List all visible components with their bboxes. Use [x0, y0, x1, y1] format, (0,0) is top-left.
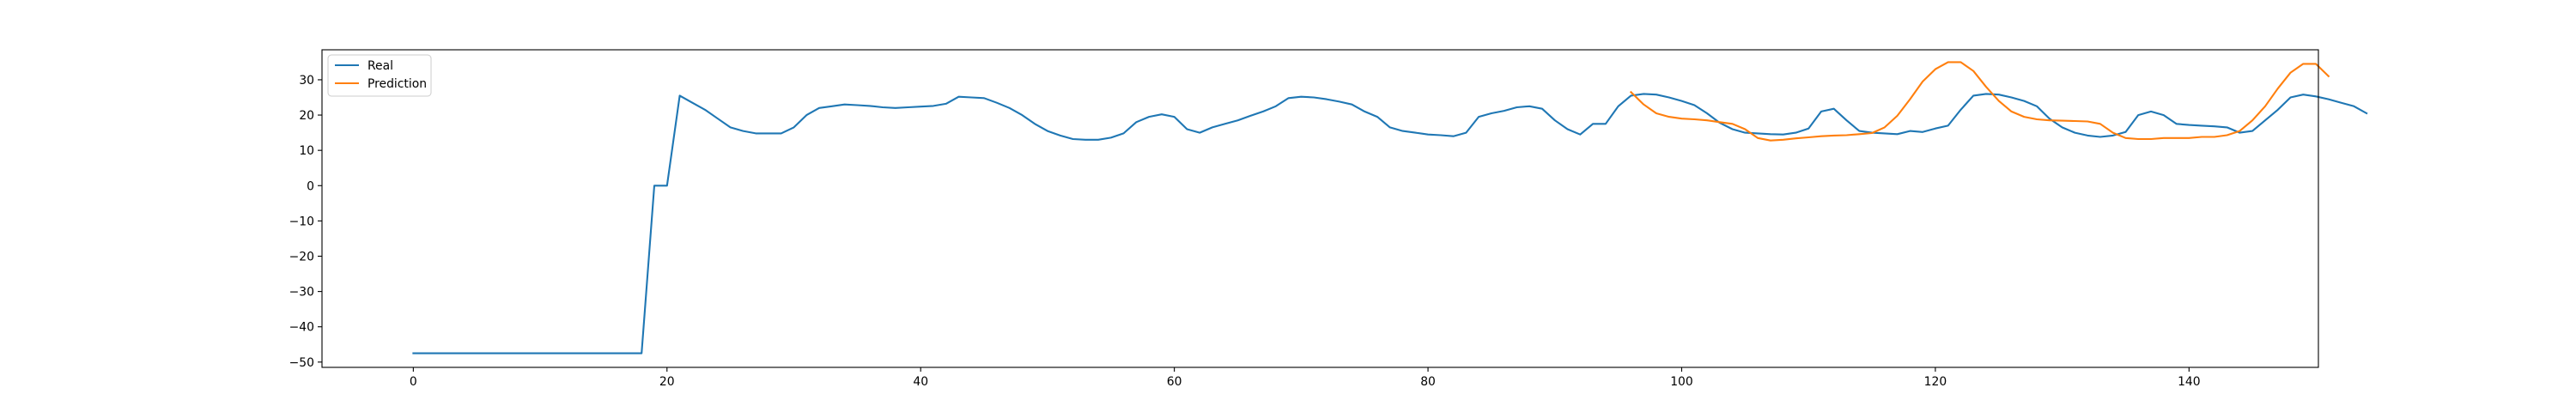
x-tick-label: 140 — [2178, 375, 2201, 389]
y-tick-label: −20 — [289, 251, 314, 264]
y-tick-label: 20 — [299, 109, 314, 123]
y-tick-label: −30 — [289, 286, 314, 300]
y-tick-label: 10 — [299, 144, 314, 158]
x-tick-label: 120 — [1924, 375, 1947, 389]
series-line-prediction — [1629, 61, 2330, 142]
x-tick-label: 20 — [659, 375, 675, 389]
x-tick-label: 40 — [913, 375, 928, 389]
x-tick-label: 60 — [1167, 375, 1182, 389]
y-tick-label: −50 — [289, 356, 314, 370]
axes-frame — [321, 49, 2319, 368]
y-axis: −50 −40 −30 −20 −10 0 10 20 30 — [289, 74, 322, 370]
legend-label-prediction: Prediction — [368, 77, 427, 91]
y-tick-label: 30 — [299, 74, 314, 88]
y-tick-label: −40 — [289, 321, 314, 335]
plot-area — [321, 49, 2368, 368]
x-tick-label: 80 — [1420, 375, 1436, 389]
legend-label-real: Real — [368, 59, 393, 73]
x-axis: 0 20 40 60 80 100 120 140 — [410, 367, 2201, 389]
y-tick-label: 0 — [307, 179, 314, 193]
series-layer — [412, 61, 2368, 354]
series-line-real — [412, 93, 2368, 354]
legend: Real Prediction — [327, 54, 432, 97]
x-tick-label: 100 — [1670, 375, 1693, 389]
y-tick-label: −10 — [289, 215, 314, 228]
x-tick-label: 0 — [410, 375, 417, 389]
